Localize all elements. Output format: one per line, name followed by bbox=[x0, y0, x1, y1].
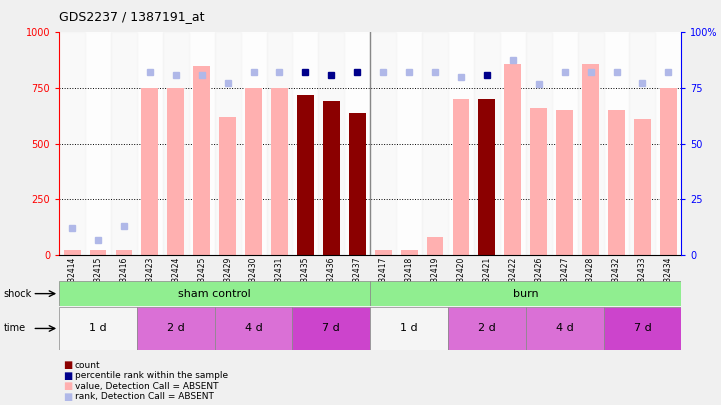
Bar bbox=[448, 307, 526, 350]
Bar bbox=[349, 113, 366, 255]
Text: sham control: sham control bbox=[178, 289, 251, 298]
Bar bbox=[59, 281, 371, 306]
Text: rank, Detection Call = ABSENT: rank, Detection Call = ABSENT bbox=[75, 392, 214, 401]
Text: ■: ■ bbox=[63, 360, 72, 370]
Bar bbox=[137, 307, 215, 350]
Bar bbox=[557, 110, 573, 255]
Bar bbox=[371, 307, 448, 350]
Bar bbox=[578, 32, 603, 255]
Bar bbox=[141, 88, 159, 255]
Text: 2 d: 2 d bbox=[478, 324, 496, 333]
Bar bbox=[531, 108, 547, 255]
Bar bbox=[375, 249, 392, 255]
Text: 7 d: 7 d bbox=[634, 324, 651, 333]
Bar bbox=[319, 32, 345, 255]
Bar bbox=[63, 249, 81, 255]
Bar bbox=[137, 32, 163, 255]
Text: ■: ■ bbox=[63, 392, 72, 402]
Text: GDS2237 / 1387191_at: GDS2237 / 1387191_at bbox=[59, 10, 205, 23]
Bar bbox=[59, 307, 137, 350]
Text: 4 d: 4 d bbox=[244, 324, 262, 333]
Text: burn: burn bbox=[513, 289, 539, 298]
Bar bbox=[422, 32, 448, 255]
Text: count: count bbox=[75, 361, 101, 370]
Bar bbox=[474, 32, 500, 255]
Bar bbox=[111, 32, 137, 255]
Bar bbox=[526, 32, 552, 255]
Bar bbox=[215, 307, 293, 350]
Bar bbox=[215, 32, 241, 255]
Bar bbox=[371, 281, 681, 306]
Bar bbox=[500, 32, 526, 255]
Text: percentile rank within the sample: percentile rank within the sample bbox=[75, 371, 228, 380]
Bar bbox=[448, 32, 474, 255]
Bar bbox=[479, 99, 495, 255]
Bar bbox=[608, 110, 625, 255]
Text: 1 d: 1 d bbox=[89, 324, 107, 333]
Bar bbox=[552, 32, 578, 255]
Bar bbox=[323, 101, 340, 255]
Bar bbox=[401, 249, 417, 255]
Bar bbox=[241, 32, 267, 255]
Text: 1 d: 1 d bbox=[400, 324, 418, 333]
Text: 2 d: 2 d bbox=[167, 324, 185, 333]
Bar bbox=[634, 119, 651, 255]
Bar bbox=[603, 307, 681, 350]
Bar bbox=[163, 32, 189, 255]
Bar bbox=[505, 64, 521, 255]
Bar bbox=[396, 32, 422, 255]
Text: 4 d: 4 d bbox=[556, 324, 573, 333]
Bar bbox=[89, 249, 107, 255]
Bar bbox=[189, 32, 215, 255]
Text: ■: ■ bbox=[63, 382, 72, 391]
Bar bbox=[267, 32, 293, 255]
Bar bbox=[293, 307, 371, 350]
Bar bbox=[603, 32, 629, 255]
Bar bbox=[629, 32, 655, 255]
Bar bbox=[193, 66, 210, 255]
Bar bbox=[85, 32, 111, 255]
Bar bbox=[582, 64, 599, 255]
Text: value, Detection Call = ABSENT: value, Detection Call = ABSENT bbox=[75, 382, 218, 391]
Bar bbox=[371, 32, 396, 255]
Bar bbox=[345, 32, 371, 255]
Text: ■: ■ bbox=[63, 371, 72, 381]
Text: shock: shock bbox=[4, 289, 32, 298]
Text: 7 d: 7 d bbox=[322, 324, 340, 333]
Bar bbox=[655, 32, 681, 255]
Bar bbox=[167, 88, 184, 255]
Bar bbox=[219, 117, 236, 255]
Bar bbox=[293, 32, 319, 255]
Bar bbox=[660, 88, 677, 255]
Bar bbox=[245, 88, 262, 255]
Bar bbox=[297, 95, 314, 255]
Bar bbox=[427, 237, 443, 255]
Bar bbox=[453, 99, 469, 255]
Bar bbox=[115, 249, 133, 255]
Bar bbox=[59, 32, 85, 255]
Bar bbox=[526, 307, 603, 350]
Bar bbox=[271, 88, 288, 255]
Text: time: time bbox=[4, 324, 26, 333]
